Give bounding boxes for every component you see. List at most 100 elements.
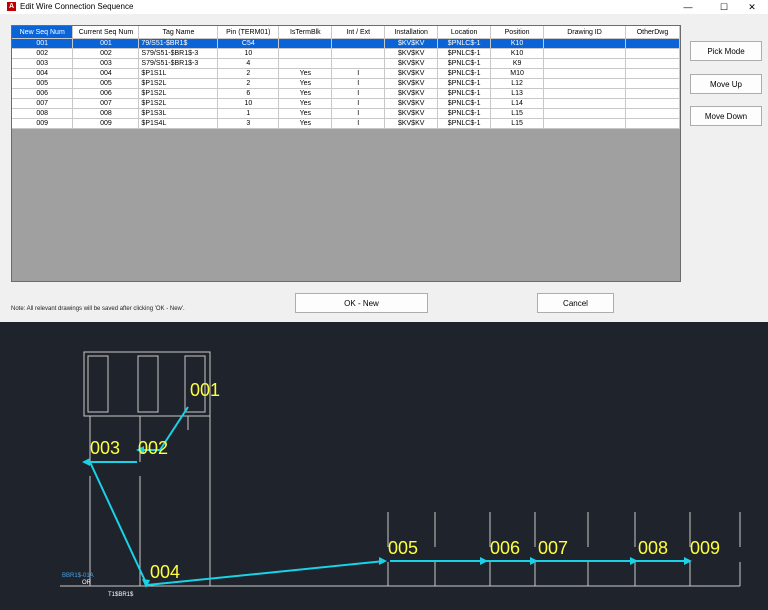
column-header-3[interactable]: Pin (TERM01): [217, 26, 280, 39]
table-cell: [543, 88, 626, 99]
table-cell: $PNLC$-1: [437, 88, 492, 99]
table-body: 001 001 79/S51-$BR1$ C54 $KV$KV $PNLC$-1 K10 00…: [12, 38, 680, 129]
table-cell: S79/S51-$BR1$-3: [138, 48, 219, 59]
ok-new-button[interactable]: OK - New: [295, 293, 428, 313]
table-cell: [543, 68, 626, 79]
seq-label-009: 009: [690, 538, 720, 558]
table-cell: L12: [490, 78, 545, 89]
table-row[interactable]: 001 001 79/S51-$BR1$ C54 $KV$KV $PNLC$-1 K10: [12, 38, 680, 49]
column-header-2[interactable]: Tag Name: [138, 26, 219, 39]
wire-label: BBR1$-01A: [62, 573, 94, 579]
table-cell: I: [331, 78, 386, 89]
move-down-button[interactable]: Move Down: [690, 106, 762, 126]
table-cell: $KV$KV: [384, 38, 439, 49]
table-cell: $KV$KV: [384, 78, 439, 89]
app-logo-icon: A: [7, 2, 16, 11]
table-cell: [625, 88, 680, 99]
table-cell: $KV$KV: [384, 88, 439, 99]
column-header-0[interactable]: New Seq Num: [12, 26, 74, 39]
table-cell: [278, 58, 333, 69]
close-button[interactable]: ✕: [748, 2, 756, 12]
sequence-labels: 001 002 003 004 005 006 007 008 009: [90, 380, 720, 582]
column-header-10[interactable]: OtherDwg: [625, 26, 680, 39]
table-cell: Yes: [278, 88, 333, 99]
table-cell: $P1S2L: [138, 88, 219, 99]
table-cell: $KV$KV: [384, 68, 439, 79]
sequence-table: New Seq Num Current Seq Num Tag Name Pin (T…: [12, 26, 680, 129]
table-cell: $P1S1L: [138, 68, 219, 79]
cancel-button[interactable]: Cancel: [537, 293, 614, 313]
table-cell: I: [331, 98, 386, 109]
table-row[interactable]: 004 004 $P1S1L 2 Yes I $KV$KV $PNLC$-1 M10: [12, 68, 680, 79]
seq-label-001: 001: [190, 380, 220, 400]
table-header-row: New Seq Num Current Seq Num Tag Name Pin (T…: [12, 26, 680, 39]
table-cell: [625, 118, 680, 129]
column-header-8[interactable]: Position: [490, 26, 545, 39]
table-cell: L15: [490, 108, 545, 119]
table-cell: K10: [490, 38, 545, 49]
pick-mode-button[interactable]: Pick Mode: [690, 41, 762, 61]
table-cell: 003: [72, 58, 140, 69]
table-cell: Yes: [278, 78, 333, 89]
seq-label-002: 002: [138, 438, 168, 458]
table-cell: 009: [12, 118, 74, 129]
table-cell: [625, 78, 680, 89]
table-cell: S79/S51-$BR1$-3: [138, 58, 219, 69]
table-cell: [331, 58, 386, 69]
table-cell: L13: [490, 88, 545, 99]
column-header-7[interactable]: Location: [437, 26, 492, 39]
column-header-5[interactable]: Int / Ext: [331, 26, 386, 39]
table-cell: 005: [72, 78, 140, 89]
table-cell: 004: [72, 68, 140, 79]
table-cell: 002: [72, 48, 140, 59]
table-cell: $KV$KV: [384, 118, 439, 129]
table-cell: 10: [217, 48, 280, 59]
table-cell: 79/S51-$BR1$: [138, 38, 219, 49]
minimize-button[interactable]: —: [683, 2, 693, 12]
title-bar: A Edit Wire Connection Sequence — ☐ ✕: [0, 0, 768, 14]
table-cell: [331, 38, 386, 49]
table-cell: 2: [217, 68, 280, 79]
maximize-button[interactable]: ☐: [719, 2, 729, 12]
table-cell: $P1S3L: [138, 108, 219, 119]
table-cell: 005: [12, 78, 74, 89]
table-row[interactable]: 005 005 $P1S2L 2 Yes I $KV$KV $PNLC$-1 L12: [12, 78, 680, 89]
column-header-4[interactable]: IsTermBlk: [278, 26, 333, 39]
seq-label-004: 004: [150, 562, 180, 582]
table-row[interactable]: 009 009 $P1S4L 3 Yes I $KV$KV $PNLC$-1 L15: [12, 118, 680, 129]
table-cell: [625, 58, 680, 69]
table-cell: K9: [490, 58, 545, 69]
table-cell: K10: [490, 48, 545, 59]
table-cell: L15: [490, 118, 545, 129]
table-cell: $PNLC$-1: [437, 78, 492, 89]
table-cell: C54: [217, 38, 280, 49]
table-cell: 009: [72, 118, 140, 129]
save-note: Note: All relevant drawings will be save…: [11, 306, 185, 312]
column-header-9[interactable]: Drawing ID: [543, 26, 626, 39]
table-cell: [625, 68, 680, 79]
column-header-6[interactable]: Installation: [384, 26, 439, 39]
table-cell: Yes: [278, 118, 333, 129]
seq-label-006: 006: [490, 538, 520, 558]
table-cell: Yes: [278, 68, 333, 79]
table-cell: [625, 98, 680, 109]
table-cell: $KV$KV: [384, 108, 439, 119]
table-row[interactable]: 008 008 $P1S3L 1 Yes I $KV$KV $PNLC$-1 L15: [12, 108, 680, 119]
table-row[interactable]: 003 003 S79/S51-$BR1$-3 4 $KV$KV $PNLC$-1 K9: [12, 58, 680, 69]
table-row[interactable]: 006 006 $P1S2L 6 Yes I $KV$KV $PNLC$-1 L13: [12, 88, 680, 99]
table-cell: $P1S2L: [138, 98, 219, 109]
table-cell: [543, 78, 626, 89]
table-cell: 002: [12, 48, 74, 59]
column-header-1[interactable]: Current Seq Num: [72, 26, 140, 39]
schematic-drawing[interactable]: 001 002 003 004 005 006 007 008 009 BBR1…: [0, 322, 768, 610]
wire-sequence-grid[interactable]: New Seq Num Current Seq Num Tag Name Pin (T…: [11, 25, 681, 282]
table-cell: Yes: [278, 108, 333, 119]
table-cell: $PNLC$-1: [437, 118, 492, 129]
move-up-button[interactable]: Move Up: [690, 74, 762, 94]
table-cell: $PNLC$-1: [437, 38, 492, 49]
table-cell: 10: [217, 98, 280, 109]
table-row[interactable]: 002 002 S79/S51-$BR1$-3 10 $KV$KV $PNLC$-1 K10: [12, 48, 680, 59]
table-row[interactable]: 007 007 $P1S2L 10 Yes I $KV$KV $PNLC$-1 L14: [12, 98, 680, 109]
table-cell: $PNLC$-1: [437, 68, 492, 79]
table-cell: 6: [217, 88, 280, 99]
